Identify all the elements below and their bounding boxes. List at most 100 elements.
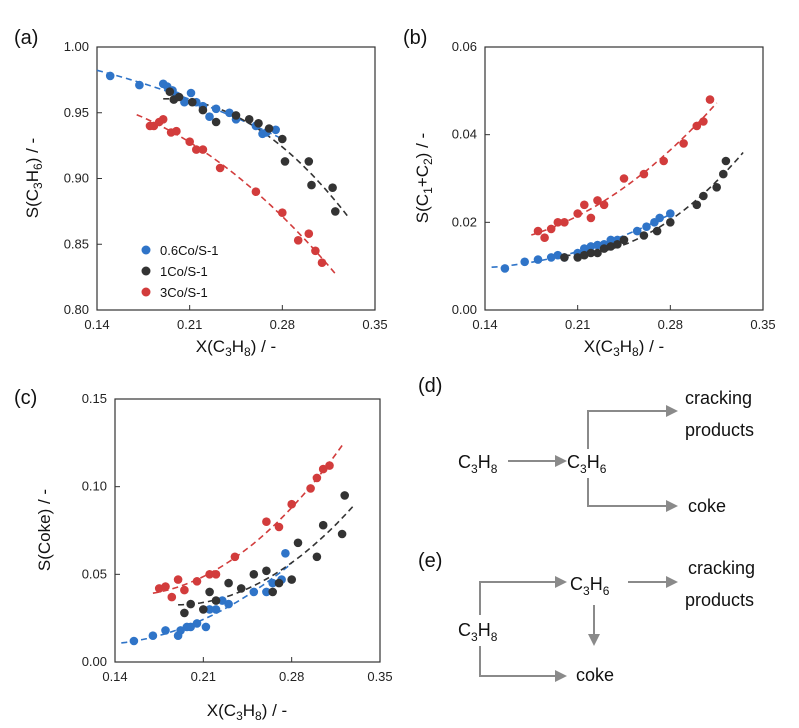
y-tick-label: 0.00: [82, 654, 107, 669]
data-point-3Co/S-1: [215, 163, 225, 173]
data-point-0.6Co/S-1: [666, 209, 675, 218]
x-tick-label: 0.14: [84, 317, 109, 332]
scheme-e-arrow-top: [479, 581, 557, 615]
data-point-3Co/S-1: [274, 522, 284, 532]
data-point-3Co/S-1: [192, 577, 202, 586]
data-point-3Co/S-1: [306, 484, 315, 493]
scheme-d: (d) C3H8 C3H6 cracking products coke: [418, 375, 754, 516]
data-point-3Co/S-1: [180, 585, 189, 595]
y-tick-label: 0.00: [452, 302, 477, 317]
data-point-1Co/S-1: [224, 578, 233, 588]
data-point-3Co/S-1: [278, 208, 287, 217]
data-point-0.6Co/S-1: [580, 244, 589, 253]
data-point-1Co/S-1: [639, 231, 649, 240]
data-point-1Co/S-1: [274, 578, 284, 588]
data-point-3Co/S-1: [192, 145, 201, 154]
data-point-0.6Co/S-1: [520, 257, 529, 267]
data-point-1Co/S-1: [174, 92, 184, 102]
data-point-0.6Co/S-1: [586, 242, 596, 251]
data-point-1Co/S-1: [573, 253, 582, 262]
data-point-0.6Co/S-1: [161, 626, 170, 635]
data-point-1Co/S-1: [340, 491, 350, 500]
data-point-3Co/S-1: [311, 246, 320, 256]
scheme-d-intermediate: C3H6: [567, 452, 607, 476]
data-point-1Co/S-1: [186, 599, 195, 609]
panel-c-label: (c): [14, 387, 37, 409]
data-point-1Co/S-1: [613, 240, 622, 249]
legend-marker-1Co: [141, 266, 151, 276]
data-point-3Co/S-1: [692, 121, 702, 131]
panel-c-frame: [114, 398, 381, 663]
x-tick-label: 0.35: [750, 317, 775, 332]
scheme-e-arrowhead-down: [588, 634, 600, 646]
fit-line-1Co/S-1: [564, 151, 744, 257]
data-point-3Co/S-1: [546, 224, 556, 234]
x-tick-label: 0.28: [658, 317, 683, 332]
data-point-0.6Co/S-1: [546, 253, 556, 262]
data-point-0.6Co/S-1: [268, 578, 278, 588]
data-point-0.6Co/S-1: [186, 88, 196, 98]
data-point-1Co/S-1: [593, 248, 602, 258]
data-point-3Co/S-1: [161, 582, 170, 591]
data-point-3Co/S-1: [533, 226, 543, 236]
scheme-e-label: (e): [418, 550, 442, 572]
fit-line-3Co/S-1: [531, 102, 718, 236]
scheme-d-arrow-top: [587, 410, 668, 449]
y-tick-label: 0.90: [64, 171, 89, 186]
data-point-1Co/S-1: [280, 157, 290, 166]
data-point-3Co/S-1: [325, 461, 334, 470]
data-point-0.6Co/S-1: [262, 587, 271, 597]
fit-line-1Co/S-1: [163, 98, 350, 218]
data-point-1Co/S-1: [312, 552, 322, 562]
fit-line-3Co/S-1: [152, 445, 343, 594]
data-point-3Co/S-1: [580, 200, 589, 210]
data-point-1Co/S-1: [580, 250, 589, 260]
scheme-e-arrowhead-crack: [666, 576, 678, 588]
data-point-1Co/S-1: [188, 97, 197, 107]
data-point-0.6Co/S-1: [632, 226, 642, 236]
data-point-0.6Co/S-1: [553, 250, 563, 260]
scheme-e: (e) C3H8 C3H6 cracking products coke: [418, 550, 755, 685]
x-tick-label: 0.28: [270, 317, 295, 332]
y-tick-label: 0.06: [452, 39, 477, 54]
scheme-e-arrow-bottom: [479, 646, 557, 677]
data-point-1Co/S-1: [666, 218, 675, 227]
data-point-3Co/S-1: [593, 196, 602, 205]
data-point-3Co/S-1: [205, 570, 214, 579]
data-point-3Co/S-1: [251, 187, 261, 196]
data-point-0.6Co/S-1: [180, 97, 189, 107]
data-point-0.6Co/S-1: [500, 264, 510, 273]
data-point-0.6Co/S-1: [129, 636, 139, 646]
data-point-3Co/S-1: [553, 218, 563, 227]
data-point-0.6Co/S-1: [281, 549, 290, 558]
data-point-0.6Co/S-1: [211, 605, 221, 614]
legend-label-3Co: 3Co/S-1: [160, 285, 208, 300]
data-point-0.6Co/S-1: [105, 71, 115, 81]
legend-label-1Co: 1Co/S-1: [160, 264, 208, 279]
scheme-d-reactant: C3H8: [458, 452, 498, 476]
panel-a-label: (a): [14, 27, 38, 49]
data-point-1Co/S-1: [165, 87, 175, 96]
data-point-3Co/S-1: [185, 137, 194, 146]
data-point-3Co/S-1: [573, 209, 582, 218]
data-point-3Co/S-1: [679, 139, 688, 148]
data-point-0.6Co/S-1: [192, 619, 202, 628]
data-point-3Co/S-1: [211, 570, 221, 579]
data-point-0.6Co/S-1: [176, 626, 185, 635]
data-point-1Co/S-1: [307, 180, 316, 190]
panel-b-frame: [484, 46, 764, 311]
data-point-3Co/S-1: [312, 473, 322, 483]
data-point-1Co/S-1: [278, 134, 287, 144]
data-point-0.6Co/S-1: [205, 112, 214, 121]
data-point-3Co/S-1: [287, 499, 297, 509]
scheme-d-arrowhead-main: [555, 455, 567, 467]
data-point-0.6Co/S-1: [218, 596, 227, 605]
data-point-1Co/S-1: [721, 156, 731, 166]
scheme-d-arrow-bottom: [587, 478, 668, 507]
data-point-3Co/S-1: [293, 236, 303, 245]
data-point-1Co/S-1: [264, 124, 274, 133]
data-point-1Co/S-1: [560, 253, 569, 262]
data-point-3Co/S-1: [599, 200, 609, 210]
scheme-d-arrowhead-top: [666, 405, 678, 417]
